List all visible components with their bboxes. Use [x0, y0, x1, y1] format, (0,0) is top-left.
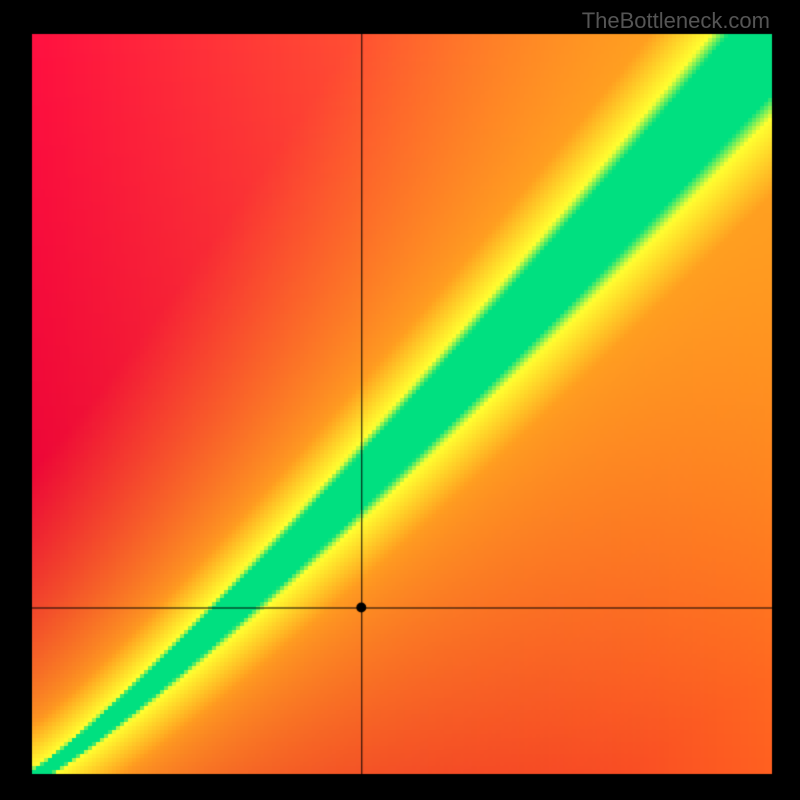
watermark-text: TheBottleneck.com [582, 8, 770, 34]
chart-container: TheBottleneck.com [0, 0, 800, 800]
bottleneck-heatmap [0, 0, 800, 800]
